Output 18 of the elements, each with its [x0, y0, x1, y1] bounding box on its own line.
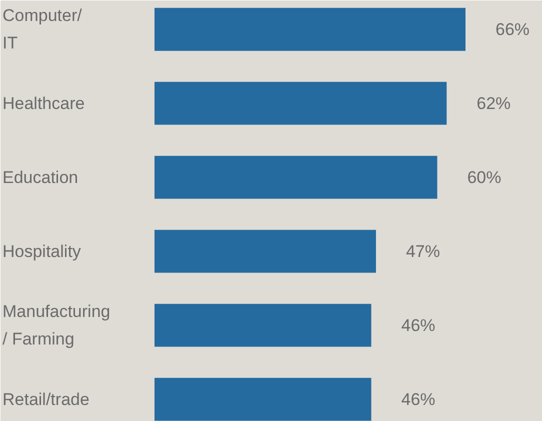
bar: [154, 304, 372, 347]
data-label: 47%: [406, 242, 440, 261]
data-label: 62%: [476, 94, 511, 113]
y-tick-label: Healthcare: [2, 94, 85, 113]
bar: [154, 82, 447, 125]
bar: [154, 156, 438, 199]
y-tick-label: Computer/ IT: [2, 6, 82, 53]
bar: [154, 8, 466, 51]
y-tick-label: Hospitality: [2, 242, 82, 261]
y-tick-label: Retail/trade: [2, 390, 90, 409]
y-tick-label: Education: [2, 168, 78, 187]
data-label: 46%: [401, 390, 436, 409]
data-label: 46%: [401, 316, 436, 335]
data-label: 60%: [467, 168, 502, 187]
bar: [154, 378, 372, 421]
data-label: 66%: [496, 20, 530, 39]
bar: [154, 230, 376, 273]
y-tick-label: Manufacturing / Farming: [2, 302, 110, 349]
